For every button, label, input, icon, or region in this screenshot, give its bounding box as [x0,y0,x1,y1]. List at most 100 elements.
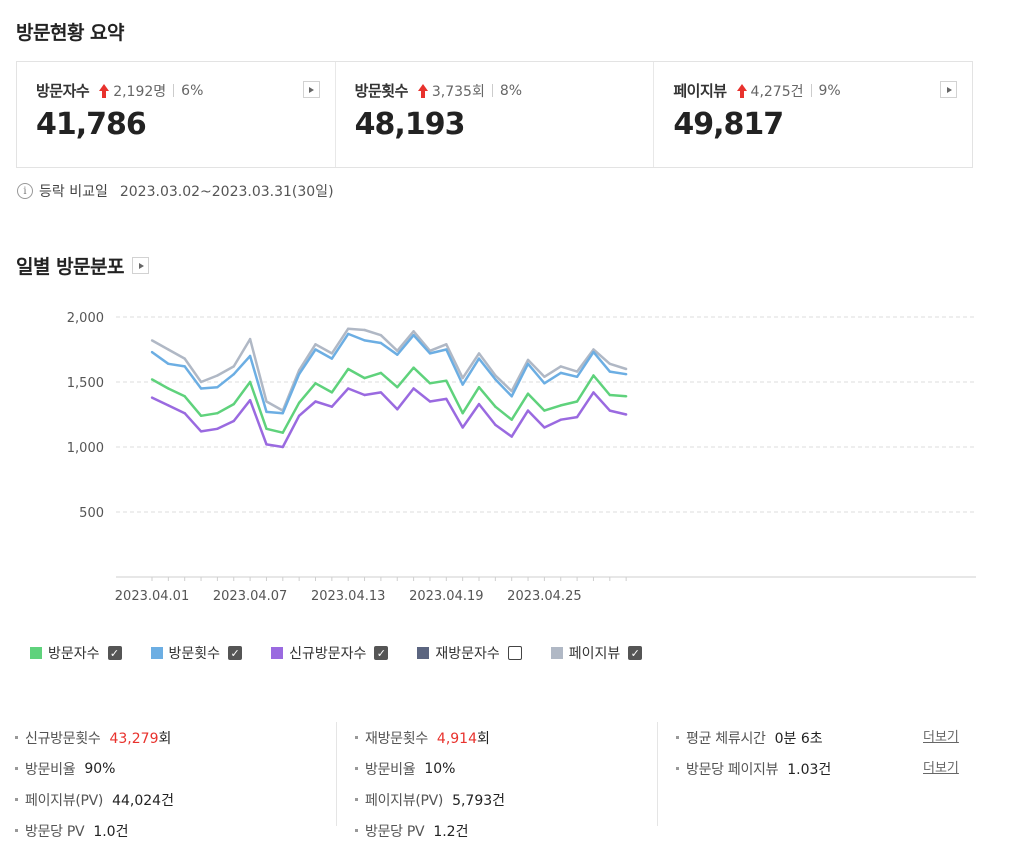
data-point [150,350,154,354]
data-point [510,435,513,438]
data-point [396,349,399,352]
detail-column-time: 평균 체류시간 0분 6초 방문당 페이지뷰 1.03건 [676,722,831,784]
data-point [314,400,317,403]
detail-row: 방문당 페이지뷰 1.03건 [676,753,831,784]
data-point [379,371,383,375]
bullet-icon [15,829,18,832]
data-point [526,358,530,362]
legend-item[interactable]: 방문자수 ✓ [30,643,122,663]
series-line [151,332,627,415]
data-point [461,383,464,386]
series-line [151,387,627,449]
daily-visits-chart: 2,000 1,500 1,000 500 2023.04.01 2023.04.07 20… [67,311,976,604]
data-point [150,339,154,342]
detail-value-highlight: 43,279 [109,730,159,747]
x-tick-label: 2023.04.13 [311,589,385,604]
legend-item[interactable]: 신규방문자수 ✓ [271,643,389,663]
data-point [543,375,546,378]
legend-item[interactable]: 재방문자수 [417,643,522,663]
summary-stats: 방문자수 2,192명 6% 41,786 방문횟수 3,735회 8% 48,… [16,61,973,168]
legend-checkbox[interactable]: ✓ [228,646,243,660]
data-point [608,362,611,365]
detail-column-return: 재방문횟수 4,914회 방문비율 10% 페이지뷰(PV) 5,793건 방문당 PV 1.… [355,722,505,846]
detail-label: 재방문횟수 [365,730,428,747]
data-point [167,404,170,407]
divider [810,84,812,97]
data-point [248,380,252,384]
detail-value-suffix: 회 [477,730,490,747]
y-tick-label: 1,000 [67,441,104,456]
data-point [150,378,154,381]
data-point [330,357,334,360]
daily-play-button[interactable] [132,257,149,274]
data-point [575,415,579,419]
chart-legend: 방문자수 ✓ 방문횟수 ✓ 신규방문자수 ✓ 재방문자수 페이지뷰 ✓ [30,643,671,663]
legend-label: 신규방문자수 [289,646,367,662]
stat-diff: 2,192명 [113,83,167,100]
bullet-icon [676,736,679,739]
compare-range: 2023.03.02~2023.03.31(30일) [119,184,334,200]
data-point [363,393,366,397]
data-point [347,367,350,371]
stat-card-pageviews: 페이지뷰 4,275건 9% 49,817 [654,62,972,167]
legend-checkbox[interactable] [507,646,522,660]
data-point [526,392,530,395]
data-point [526,362,530,365]
detail-label: 방문비율 [25,761,76,778]
data-point [265,400,268,403]
legend-checkbox[interactable]: ✓ [374,646,389,660]
legend-item[interactable]: 방문횟수 ✓ [150,643,243,663]
play-icon [946,86,952,93]
legend-checkbox[interactable]: ✓ [107,646,122,660]
x-tick-label: 2023.04.01 [115,589,189,604]
data-point [199,414,203,417]
data-point [559,365,562,368]
more-link-duration[interactable]: 더보기 [923,730,959,745]
more-link-pv[interactable]: 더보기 [923,761,959,776]
legend-label: 재방문자수 [435,646,500,662]
data-point [592,348,595,351]
data-point [445,397,448,401]
play-icon [309,86,315,93]
data-point [559,404,562,407]
data-point [559,371,562,375]
data-point [412,334,415,337]
up-arrow-icon [736,83,747,98]
data-point [314,348,317,351]
bullet-icon [355,829,358,832]
data-point [281,445,284,449]
data-point [379,341,383,345]
y-tick-label: 1,500 [67,376,104,391]
data-point [494,378,497,381]
detail-play-button[interactable] [940,81,958,98]
detail-value-highlight: 4,914 [436,730,477,747]
data-point [363,328,366,332]
data-point [363,376,366,380]
daily-title-text: 일별 방문분포 [16,256,125,278]
data-point [477,357,481,360]
legend-swatch [271,647,284,659]
data-point [494,374,497,377]
bullet-icon [15,798,18,801]
data-point [575,375,579,378]
data-point [297,401,301,404]
bullet-icon [355,767,358,770]
legend-item[interactable]: 페이지뷰 ✓ [550,643,643,663]
detail-play-button[interactable] [302,81,320,98]
stat-label: 페이지뷰 [673,82,727,100]
data-point [608,370,611,373]
data-point [396,386,399,389]
data-point [347,387,350,390]
detail-value: 1.2건 [433,823,469,840]
data-point [494,423,497,427]
data-point [494,405,497,408]
legend-label: 방문횟수 [168,646,221,662]
data-point [216,427,219,430]
detail-row: 방문당 PV 1.2건 [355,815,505,846]
data-point [461,426,464,429]
detail-row: 평균 체류시간 0분 6초 [676,722,831,753]
stat-card-visitors: 방문자수 2,192명 6% 41,786 [17,62,336,167]
data-point [183,395,186,398]
data-point [216,386,219,389]
legend-checkbox[interactable]: ✓ [628,646,643,660]
